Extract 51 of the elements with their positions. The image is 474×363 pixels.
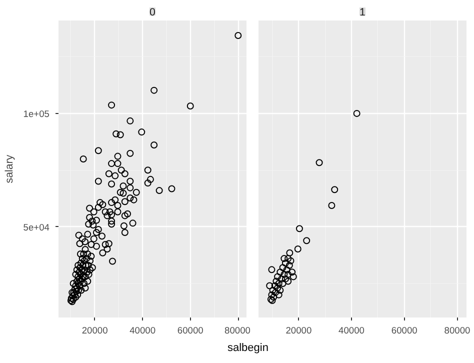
point xyxy=(286,262,293,269)
point xyxy=(271,282,278,290)
point xyxy=(272,289,279,296)
point xyxy=(282,260,289,267)
point xyxy=(353,110,360,117)
y-tick-label: 5e+04 xyxy=(23,222,50,232)
point xyxy=(296,225,303,232)
point xyxy=(286,249,294,256)
point xyxy=(282,275,289,282)
y-axis-title: salary xyxy=(3,154,16,184)
chart-title: 0 xyxy=(150,6,156,18)
chart-title: 1 xyxy=(360,6,366,18)
x-tick-label: 80000 xyxy=(224,326,251,336)
point xyxy=(279,264,286,272)
point xyxy=(266,282,274,290)
point xyxy=(276,286,284,294)
point xyxy=(276,268,284,276)
point xyxy=(280,270,288,278)
point xyxy=(272,278,280,285)
point xyxy=(275,291,282,298)
x-axis-title: salbegin xyxy=(228,341,268,356)
point xyxy=(316,159,323,166)
point xyxy=(268,266,276,274)
point xyxy=(303,237,310,244)
point xyxy=(283,266,290,274)
x-tick-label: 40000 xyxy=(338,326,365,336)
point xyxy=(331,186,338,194)
point xyxy=(328,202,336,209)
point xyxy=(287,257,294,264)
point xyxy=(270,294,278,301)
x-tick-label: 20000 xyxy=(82,326,108,336)
point xyxy=(278,275,285,282)
point xyxy=(288,268,296,276)
x-tick-label: 40000 xyxy=(130,326,156,336)
point xyxy=(280,255,288,262)
point xyxy=(268,291,276,298)
point xyxy=(274,273,282,280)
x-tick-label: 60000 xyxy=(177,326,204,336)
y-tick-label: 1e+05 xyxy=(23,108,50,119)
point xyxy=(275,280,282,287)
point xyxy=(279,280,286,287)
point xyxy=(269,286,276,294)
x-tick-label: 60000 xyxy=(391,326,418,336)
point xyxy=(294,246,302,253)
x-tick-label: 20000 xyxy=(286,326,312,336)
point xyxy=(284,270,292,278)
point xyxy=(284,278,292,285)
point xyxy=(284,255,292,262)
point xyxy=(290,273,297,280)
x-tick-label: 80000 xyxy=(444,326,470,336)
point xyxy=(274,284,282,292)
